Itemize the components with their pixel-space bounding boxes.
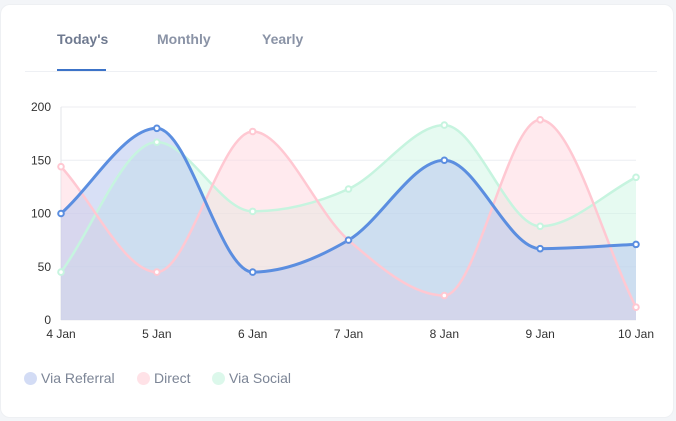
data-point-via-referral-7-jan[interactable] xyxy=(344,236,353,244)
data-point-via-social-8-jan[interactable] xyxy=(440,121,449,129)
y-tick-label-100: 100 xyxy=(31,207,51,221)
y-tick-label-200: 200 xyxy=(31,100,51,114)
data-point-via-social-7-jan[interactable] xyxy=(344,185,353,193)
x-axis: 4 Jan 5 Jan 6 Jan 7 Jan 8 Jan 9 Jan 10 Jan xyxy=(46,327,654,341)
x-tick-label-7-jan: 7 Jan xyxy=(334,327,363,341)
x-tick-label-8-jan: 8 Jan xyxy=(430,327,459,341)
data-point-via-referral-5-jan[interactable] xyxy=(153,124,161,133)
data-point-via-referral-8-jan[interactable] xyxy=(440,156,449,165)
x-tick-label-6-jan: 6 Jan xyxy=(238,327,267,341)
data-point-direct-4-jan[interactable] xyxy=(57,162,65,171)
data-point-direct-6-jan[interactable] xyxy=(248,127,257,136)
legend-label-via-referral: Via Referral xyxy=(41,370,115,386)
data-point-direct-5-jan[interactable] xyxy=(153,268,161,276)
x-tick-label-4-jan: 4 Jan xyxy=(46,327,75,341)
data-point-via-referral-9-jan[interactable] xyxy=(536,244,544,253)
tab-monthly[interactable]: Monthly xyxy=(157,31,211,47)
legend-swatch-via-social xyxy=(212,372,225,385)
tab-todays[interactable]: Today's xyxy=(57,31,109,47)
area-chart: 0 50 100 150 200 4 Jan 5 Jan 6 Jan 7 Jan 8 Jan 9 … xyxy=(31,100,654,341)
legend-label-via-social: Via Social xyxy=(229,370,292,386)
x-tick-label-5-jan: 5 Jan xyxy=(142,327,171,341)
data-point-direct-10-jan[interactable] xyxy=(632,303,640,312)
legend-swatch-direct xyxy=(137,372,150,385)
data-point-direct-8-jan[interactable] xyxy=(440,291,449,300)
legend-swatch-via-referral xyxy=(24,372,37,385)
series-points xyxy=(57,115,640,312)
data-point-via-referral-6-jan[interactable] xyxy=(248,268,257,276)
x-tick-label-10-jan: 10 Jan xyxy=(618,327,654,341)
data-point-via-social-4-jan[interactable] xyxy=(57,268,65,276)
data-point-via-referral-4-jan[interactable] xyxy=(57,209,65,218)
y-tick-label-0: 0 xyxy=(44,313,51,327)
series-area-via-referral xyxy=(61,128,636,320)
tab-yearly[interactable]: Yearly xyxy=(262,31,304,47)
data-point-via-social-10-jan[interactable] xyxy=(632,173,640,182)
data-point-via-social-5-jan[interactable] xyxy=(153,138,161,146)
data-point-via-social-6-jan[interactable] xyxy=(248,207,257,216)
data-point-via-referral-10-jan[interactable] xyxy=(632,240,640,249)
y-tick-label-150: 150 xyxy=(31,153,51,167)
active-tab-indicator xyxy=(57,69,106,71)
y-tick-label-50: 50 xyxy=(38,260,52,274)
series-areas xyxy=(61,119,636,320)
y-axis: 0 50 100 150 200 xyxy=(31,100,51,327)
period-tabs: Today's Monthly Yearly xyxy=(25,5,657,72)
legend-label-direct: Direct xyxy=(154,370,191,386)
data-point-via-social-9-jan[interactable] xyxy=(536,222,544,231)
data-point-direct-9-jan[interactable] xyxy=(536,115,544,124)
x-tick-label-9-jan: 9 Jan xyxy=(525,327,554,341)
